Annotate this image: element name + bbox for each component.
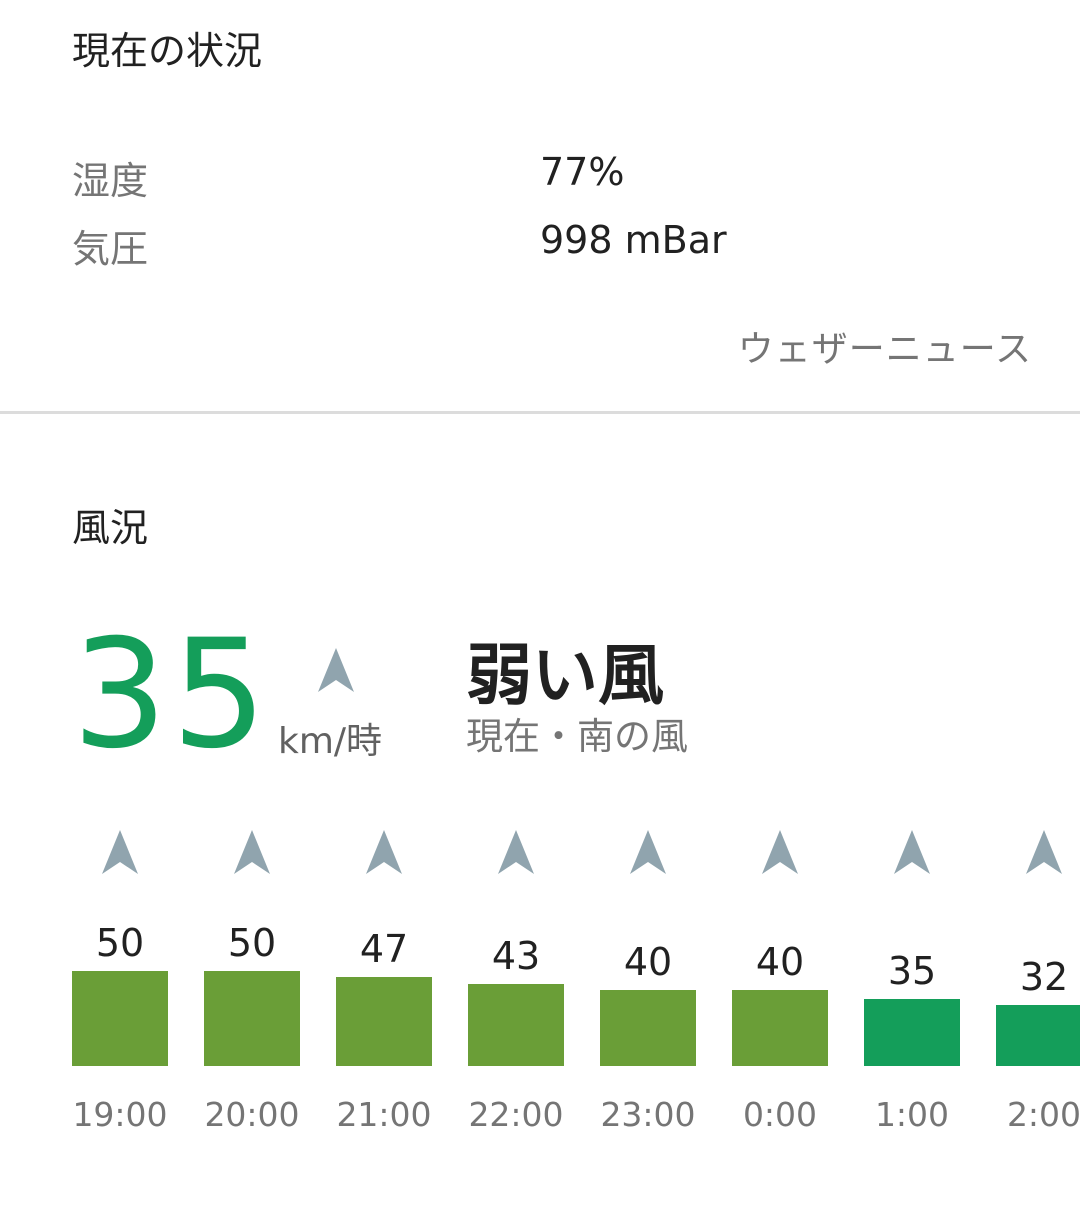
wind-bar (864, 999, 960, 1066)
north-arrow-icon (762, 830, 798, 874)
hour-label: 1:00 (874, 1095, 950, 1134)
hourly-item: 50 20:00 (204, 820, 300, 1220)
wind-section-title: 風況 (72, 506, 149, 550)
hour-label: 20:00 (204, 1095, 300, 1134)
hour-label: 22:00 (468, 1095, 564, 1134)
wind-bar (72, 971, 168, 1066)
wind-bar (468, 984, 564, 1066)
bar-value-label: 40 (623, 940, 673, 984)
bar-value-label: 43 (491, 934, 541, 978)
wind-bar (996, 1005, 1080, 1066)
wind-speed-unit: km/時 (278, 721, 383, 762)
north-arrow-icon (366, 830, 402, 874)
current-conditions-title: 現在の状況 (72, 29, 263, 73)
bar-value-label: 32 (1019, 955, 1069, 999)
source-link[interactable]: ウェザーニュース (737, 329, 1032, 370)
bar-value-label: 35 (887, 949, 937, 993)
pressure-value: 998 mBar (540, 218, 727, 262)
hourly-item: 32 2:00 (996, 820, 1080, 1220)
bar-value-label: 40 (755, 940, 805, 984)
hour-label: 0:00 (742, 1095, 818, 1134)
hour-label: 23:00 (600, 1095, 696, 1134)
bar-value-label: 47 (359, 927, 409, 971)
hour-label: 21:00 (336, 1095, 432, 1134)
wind-bar (600, 990, 696, 1066)
wind-speed-value: 35 (72, 608, 271, 782)
wind-bar (732, 990, 828, 1066)
hourly-item: 43 22:00 (468, 820, 564, 1220)
wind-direction-text: 現在・南の風 (466, 715, 688, 758)
section-divider (0, 411, 1080, 414)
hourly-item: 40 23:00 (600, 820, 696, 1220)
hourly-item: 40 0:00 (732, 820, 828, 1220)
north-arrow-icon (894, 830, 930, 874)
north-arrow-icon (498, 830, 534, 874)
pressure-label: 気圧 (72, 227, 149, 271)
north-arrow-icon (102, 830, 138, 874)
hourly-item: 50 19:00 (72, 820, 168, 1220)
bar-value-label: 50 (227, 921, 277, 965)
wind-description: 弱い風 (466, 637, 664, 714)
north-arrow-icon (630, 830, 666, 874)
humidity-label: 湿度 (72, 159, 149, 203)
wind-bar (336, 977, 432, 1066)
hourly-item: 47 21:00 (336, 820, 432, 1220)
north-arrow-icon (1026, 830, 1062, 874)
hourly-item: 35 1:00 (864, 820, 960, 1220)
humidity-value: 77% (540, 150, 625, 194)
bar-value-label: 50 (95, 921, 145, 965)
wind-bar (204, 971, 300, 1066)
north-arrow-icon (318, 648, 354, 692)
hour-label: 19:00 (72, 1095, 168, 1134)
north-arrow-icon (234, 830, 270, 874)
hour-label: 2:00 (1006, 1095, 1080, 1134)
